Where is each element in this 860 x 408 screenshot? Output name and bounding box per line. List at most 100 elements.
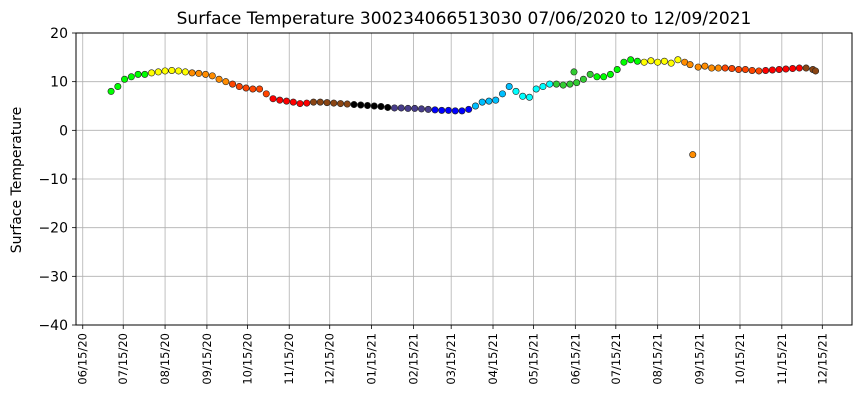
point bbox=[229, 80, 237, 88]
point bbox=[323, 99, 331, 107]
point bbox=[735, 66, 743, 74]
point bbox=[546, 80, 554, 88]
point bbox=[525, 93, 533, 101]
y-tick-label: −20 bbox=[38, 221, 68, 237]
point bbox=[573, 79, 581, 87]
y-tick-label: 20 bbox=[50, 26, 68, 42]
x-tick-label: 09/15/21 bbox=[692, 333, 706, 385]
point bbox=[782, 65, 790, 73]
point bbox=[242, 84, 250, 92]
point bbox=[350, 101, 358, 109]
point bbox=[114, 83, 122, 91]
y-tick-label: −30 bbox=[38, 269, 68, 285]
point bbox=[620, 58, 628, 66]
x-tick-label: 05/15/21 bbox=[527, 333, 541, 385]
point bbox=[505, 83, 513, 91]
point bbox=[337, 100, 345, 108]
point bbox=[397, 104, 405, 112]
x-tick-label: 06/15/20 bbox=[76, 333, 90, 385]
series bbox=[390, 104, 432, 113]
series bbox=[552, 68, 594, 89]
point bbox=[431, 106, 439, 114]
series bbox=[188, 69, 230, 86]
point bbox=[215, 75, 223, 83]
y-axis-label: Surface Temperature bbox=[9, 107, 25, 253]
series bbox=[310, 98, 351, 108]
x-tick-label: 03/15/21 bbox=[444, 333, 458, 385]
point bbox=[519, 92, 527, 100]
point bbox=[316, 98, 324, 106]
point bbox=[411, 104, 419, 112]
x-tick-label: 07/15/20 bbox=[116, 333, 130, 385]
point bbox=[208, 72, 216, 80]
plot-frame bbox=[75, 32, 853, 326]
point bbox=[660, 57, 668, 65]
point bbox=[755, 67, 763, 75]
point bbox=[566, 80, 574, 88]
point bbox=[728, 65, 736, 73]
x-tick-label: 07/15/21 bbox=[609, 333, 623, 385]
series bbox=[681, 58, 722, 159]
point bbox=[377, 102, 385, 110]
point bbox=[600, 73, 608, 81]
series bbox=[512, 80, 554, 101]
point bbox=[694, 63, 702, 71]
series bbox=[802, 64, 820, 75]
series bbox=[721, 64, 763, 75]
point bbox=[795, 64, 803, 72]
point bbox=[802, 64, 810, 72]
point bbox=[701, 62, 709, 70]
point bbox=[451, 107, 459, 115]
point bbox=[708, 64, 716, 72]
point bbox=[289, 98, 297, 106]
point bbox=[141, 70, 149, 78]
point bbox=[364, 102, 372, 110]
point bbox=[276, 96, 284, 104]
x-tick-label: 08/15/21 bbox=[651, 333, 665, 385]
point bbox=[168, 66, 176, 74]
point bbox=[458, 107, 466, 115]
x-tick-label: 10/15/21 bbox=[733, 333, 747, 385]
point bbox=[613, 66, 621, 74]
x-tick-label: 12/15/20 bbox=[323, 333, 337, 385]
point bbox=[390, 104, 398, 112]
point bbox=[498, 90, 506, 98]
point bbox=[762, 66, 770, 74]
point bbox=[417, 105, 425, 113]
y-tick-label: 0 bbox=[59, 123, 68, 139]
point bbox=[512, 87, 520, 95]
point bbox=[593, 73, 601, 81]
point bbox=[357, 101, 365, 109]
series bbox=[431, 105, 473, 115]
series bbox=[148, 66, 189, 77]
point bbox=[310, 98, 318, 106]
point bbox=[721, 64, 729, 72]
point bbox=[249, 85, 257, 93]
y-tick-label: −40 bbox=[38, 318, 68, 334]
point bbox=[161, 67, 169, 75]
point bbox=[175, 67, 183, 75]
series bbox=[269, 95, 311, 108]
point bbox=[586, 70, 594, 78]
x-tick-label: 04/15/21 bbox=[486, 333, 500, 385]
x-tick-label: 01/15/21 bbox=[365, 333, 379, 385]
point bbox=[812, 67, 820, 75]
point bbox=[296, 100, 304, 108]
point bbox=[256, 85, 264, 93]
point bbox=[714, 64, 722, 72]
point bbox=[127, 73, 135, 81]
point bbox=[686, 61, 694, 69]
point bbox=[202, 70, 210, 78]
point bbox=[633, 57, 641, 65]
point bbox=[154, 68, 162, 76]
point bbox=[579, 75, 587, 83]
x-tick-label: 11/15/20 bbox=[282, 333, 296, 385]
point bbox=[748, 66, 756, 74]
point bbox=[570, 68, 578, 76]
point bbox=[303, 99, 311, 107]
point bbox=[559, 81, 567, 89]
y-tick-label: −10 bbox=[38, 172, 68, 188]
point bbox=[438, 106, 446, 114]
point bbox=[606, 70, 614, 78]
